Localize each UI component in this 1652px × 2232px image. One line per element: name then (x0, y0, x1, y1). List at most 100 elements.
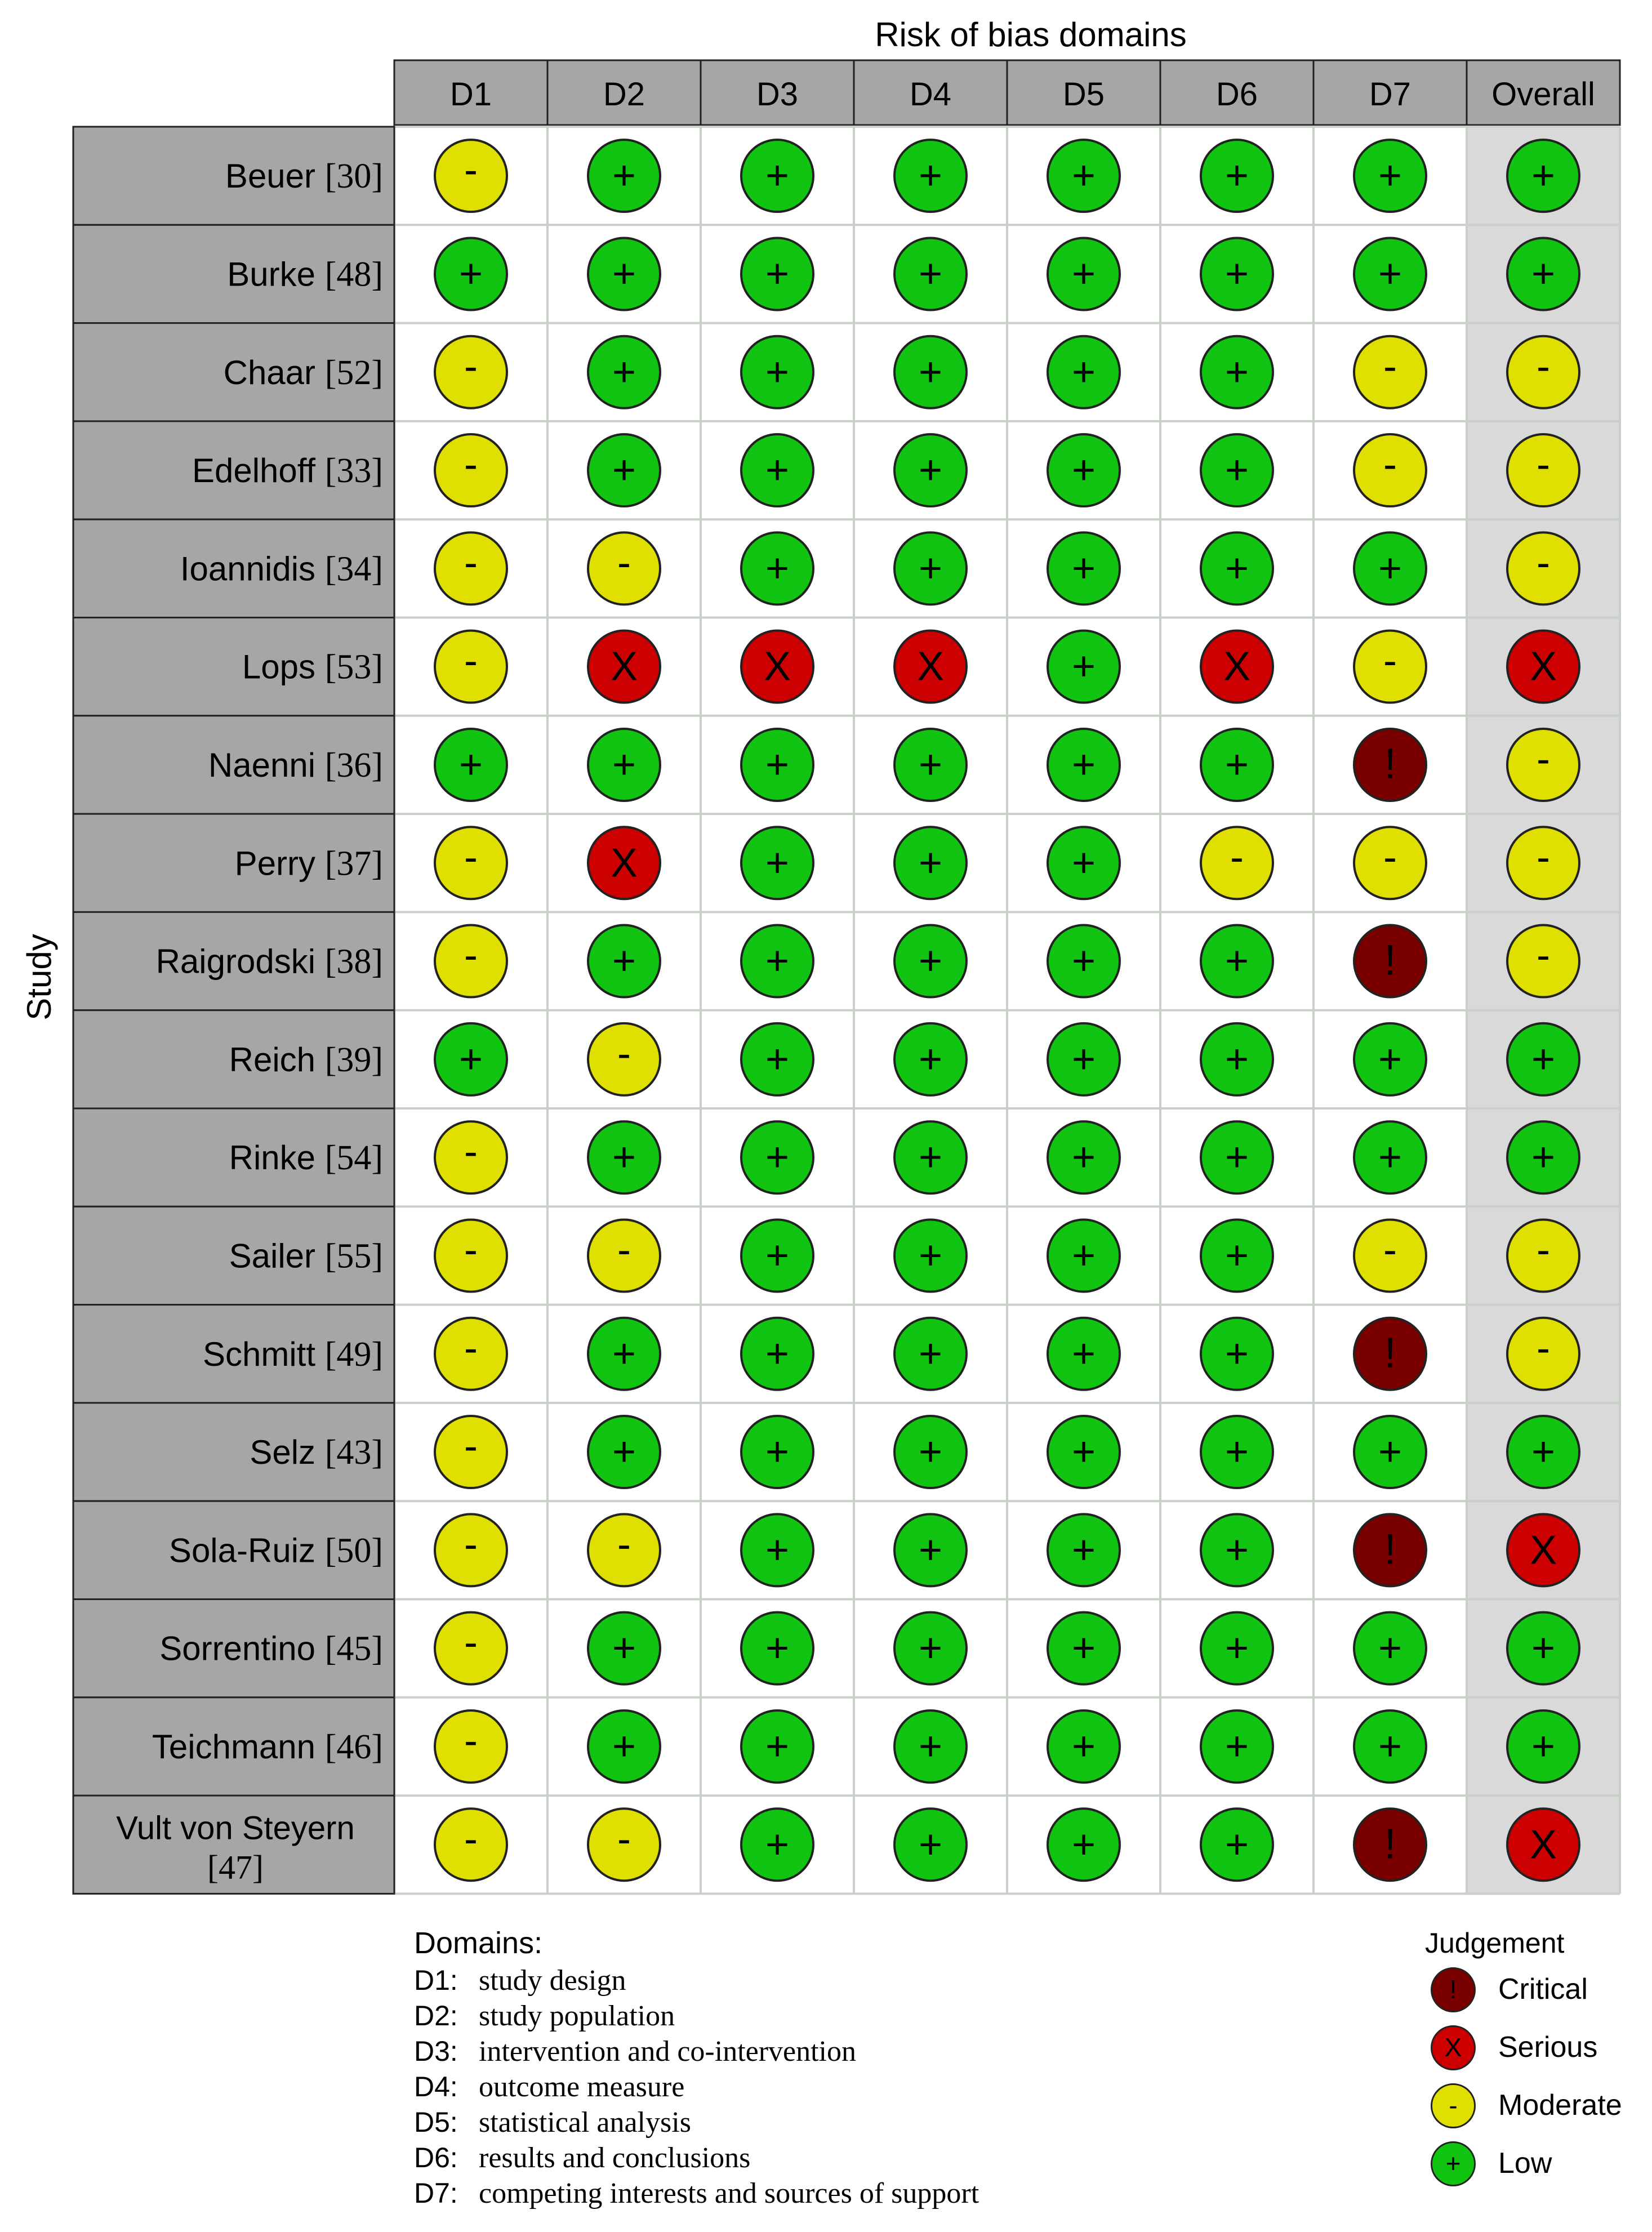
judgement-dot-low (740, 1120, 814, 1195)
judgement-symbol: + (612, 153, 636, 198)
judgement-symbol: + (765, 1626, 789, 1671)
study-ref: [39] (325, 1041, 383, 1079)
judgement-dot-low (587, 1415, 661, 1490)
cell-ioannidis-overall: - (1506, 531, 1580, 606)
judgement-dot-moderate (587, 531, 661, 606)
judgement-symbol: + (1072, 153, 1096, 198)
judgement-symbol: + (612, 939, 636, 984)
judgement-dot-low (893, 139, 968, 213)
judgement-dot-low (1047, 1316, 1121, 1391)
cell-reich-d6: + (1200, 1022, 1274, 1097)
cell-schmitt-d1: - (434, 1316, 508, 1391)
study-label-box-burke (72, 224, 395, 324)
domain-legend-row: D2: study population (414, 1998, 1231, 2034)
judgement-symbol: - (464, 344, 478, 389)
cell-rinke-overall: + (1506, 1120, 1580, 1195)
cell-raigrodski-d7: ! (1353, 924, 1427, 999)
study-name: Raigrodski (156, 943, 325, 981)
cell-schmitt-d6: + (1200, 1316, 1274, 1391)
judgement-symbol: + (765, 1724, 789, 1769)
study-label-box-edelhoff (72, 420, 395, 520)
judgement-symbol: + (919, 1724, 942, 1769)
cell-rinke-d7: + (1353, 1120, 1427, 1195)
study-label-perry: Perry [37] (235, 844, 383, 883)
study-ref: [45] (325, 1630, 383, 1668)
study-label-raigrodski: Raigrodski [38] (156, 943, 383, 981)
judgement-symbol: - (464, 1129, 478, 1174)
judgement-symbol: + (1072, 742, 1096, 787)
judgement-legend-label: Critical (1498, 1973, 1588, 2006)
cell-beuer-d1: - (434, 139, 508, 213)
cell-edelhoff-d7: - (1353, 433, 1427, 508)
judgement-symbol: + (765, 251, 789, 296)
judgement-dot-serious (893, 629, 968, 704)
domain-legend-description: statistical analysis (479, 2106, 691, 2139)
cell-lops-d5: + (1047, 629, 1121, 704)
domains-legend-heading: Domains: (414, 1926, 543, 1960)
judgement-dot-low (1200, 1218, 1274, 1293)
cell-rinke-d5: + (1047, 1120, 1121, 1195)
judgement-dot-moderate (434, 335, 508, 409)
study-name: Ioannidis (180, 550, 325, 587)
judgement-symbol: + (765, 1429, 789, 1474)
judgement-dot-moderate (1506, 727, 1580, 802)
cell-rinke-d3: + (740, 1120, 814, 1195)
judgement-dot-serious (587, 629, 661, 704)
judgement-symbol: + (919, 1331, 942, 1376)
cell-sailer-d7: - (1353, 1218, 1427, 1293)
study-ref: [53] (325, 648, 383, 687)
domain-legend-description: intervention and co-intervention (479, 2035, 857, 2068)
judgement-dot-moderate (1506, 826, 1580, 901)
judgement-symbol: - (617, 1227, 631, 1272)
judgement-symbol: + (1225, 1527, 1249, 1572)
header-label-d3: D3 (756, 76, 798, 113)
judgement-symbol: + (1072, 1822, 1096, 1867)
header-cell-d7 (1312, 59, 1468, 126)
judgement-symbol: - (464, 835, 478, 880)
cell-reich-d7: + (1353, 1022, 1427, 1097)
judgement-symbol: + (919, 1037, 942, 1082)
cell-selz-d7: + (1353, 1415, 1427, 1490)
cell-selz-d5: + (1047, 1415, 1121, 1490)
judgement-symbol: + (612, 1135, 636, 1180)
study-ref: [46] (325, 1728, 383, 1766)
domain-legend-code: D3: (414, 2035, 458, 2067)
study-name: Beuer (225, 157, 325, 195)
judgement-symbol: - (1383, 344, 1397, 389)
judgement-symbol: + (919, 350, 942, 395)
judgement-symbol: - (1537, 344, 1550, 389)
judgement-dot-low (1047, 924, 1121, 999)
judgement-dot-low (1200, 237, 1274, 311)
cell-edelhoff-d3: + (740, 433, 814, 508)
cell-vult-von-steyern-d2: - (587, 1807, 661, 1882)
cell-edelhoff-d5: + (1047, 433, 1121, 508)
judgement-dot-low (1047, 826, 1121, 901)
header-cell-overall (1466, 59, 1621, 126)
study-name: Teichmann (152, 1728, 325, 1766)
judgement-dot-moderate (1506, 335, 1580, 409)
judgement-dot-critical (1353, 924, 1427, 999)
domain-legend-row: D1: study design (414, 1963, 1231, 1998)
cell-teichmann-d6: + (1200, 1709, 1274, 1784)
judgement-symbol: + (1378, 1429, 1402, 1474)
y-axis-label: Study (20, 934, 58, 1020)
judgement-dot-moderate (1506, 1316, 1580, 1391)
judgement-symbol: + (765, 448, 789, 493)
study-label-box-sorrentino (72, 1598, 395, 1699)
judgement-dot-low (740, 237, 814, 311)
judgement-dot-moderate (1506, 1218, 1580, 1293)
study-label-schmitt: Schmitt [49] (203, 1335, 383, 1374)
judgement-legend-moderate: - Moderate (1425, 2079, 1650, 2137)
judgement-dot-low (434, 1022, 508, 1097)
judgement-dot-low (1353, 237, 1427, 311)
judgement-symbol: X (1223, 644, 1250, 689)
cell-teichmann-d5: + (1047, 1709, 1121, 1784)
domain-legend-code: D4: (414, 2071, 458, 2102)
judgement-symbol: + (1531, 1626, 1555, 1671)
cell-chaar-d3: + (740, 335, 814, 409)
judgement-dot-critical (1353, 1807, 1427, 1882)
cell-sailer-d3: + (740, 1218, 814, 1293)
judgement-symbol: + (1531, 251, 1555, 296)
judgement-symbol: + (1072, 644, 1096, 689)
judgement-dot-low (740, 531, 814, 606)
